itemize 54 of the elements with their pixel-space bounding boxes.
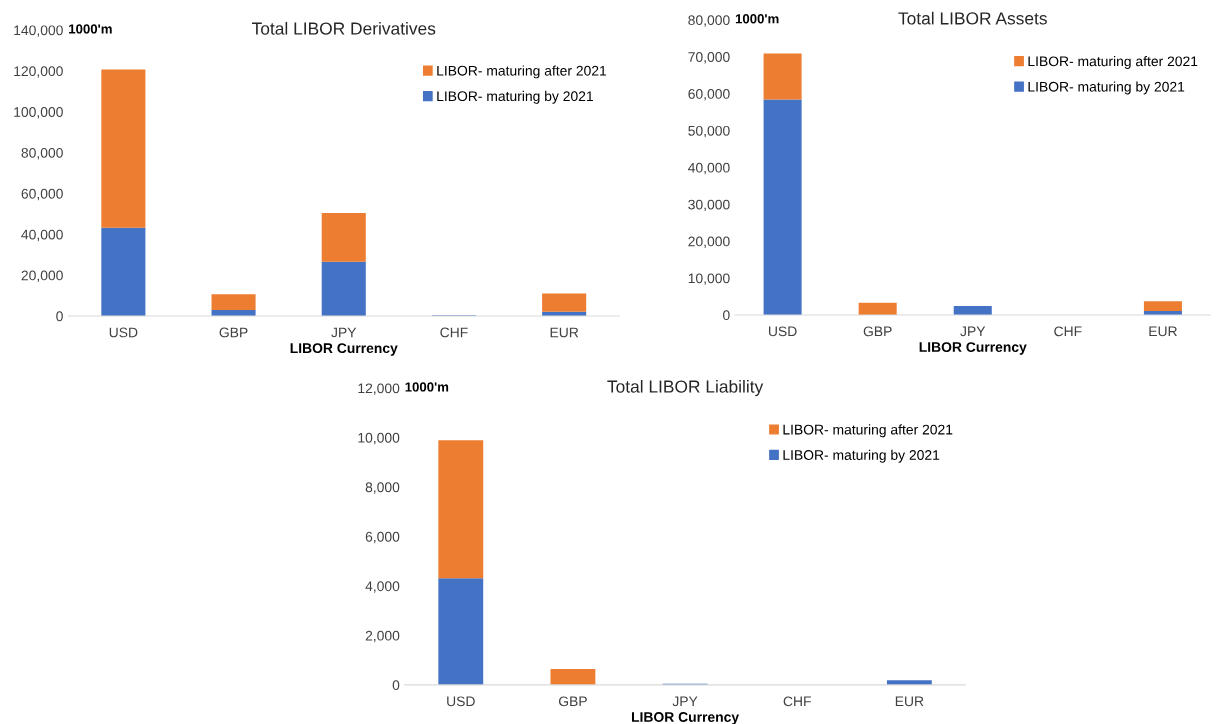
annotation: 1000'm: [735, 14, 779, 24]
y-tick-label: 20,000: [21, 270, 63, 282]
legend-label: LIBOR- maturing after 2021: [783, 424, 953, 438]
y-tick-label: 10,000: [688, 273, 730, 285]
chart-title: Total LIBOR Assets: [898, 11, 1047, 25]
legend-label: LIBOR- maturing by 2021: [783, 449, 940, 463]
y-tick-label: 0: [723, 310, 730, 321]
y-tick-label: 20,000: [688, 236, 730, 248]
y-tick-label: 10,000: [358, 432, 400, 445]
y-tick-label: 12,000: [358, 383, 400, 395]
legend-label: LIBOR- maturing by 2021: [1028, 81, 1185, 95]
x-tick-label: USD: [447, 696, 475, 707]
x-tick-label: GBP: [863, 326, 892, 337]
y-tick-label: 140,000: [14, 25, 63, 37]
x-tick-label: CHF: [440, 327, 468, 338]
x-tick-label: USD: [109, 327, 138, 338]
y-tick-label: 2,000: [365, 630, 400, 643]
x-tick-label: CHF: [783, 696, 811, 707]
y-tick-label: 80,000: [688, 15, 730, 27]
x-tick-label: JPY: [331, 327, 357, 338]
y-tick-label: 60,000: [21, 188, 63, 201]
legend-label: LIBOR- maturing after 2021: [1028, 56, 1198, 69]
legend-label: LIBOR- maturing by 2021: [437, 90, 593, 104]
y-tick-label: 70,000: [688, 52, 730, 64]
x-tick-label: USD: [769, 326, 797, 337]
y-tick-label: 40,000: [21, 229, 63, 242]
y-tick-label: 60,000: [688, 89, 730, 101]
y-tick-label: 80,000: [21, 147, 63, 160]
y-tick-label: 8,000: [365, 482, 400, 494]
x-tick-label: EUR: [895, 696, 924, 707]
x-axis-title: LIBOR Currency: [631, 712, 740, 724]
y-tick-label: 0: [56, 311, 63, 322]
x-tick-label: GBP: [219, 327, 248, 338]
x-axis-title: LIBOR Currency: [290, 343, 398, 356]
x-axis-title: LIBOR Currency: [919, 342, 1027, 355]
y-tick-label: 4,000: [365, 581, 400, 593]
x-tick-label: GBP: [558, 696, 587, 707]
annotation: 1000'm: [69, 24, 112, 34]
y-tick-label: 40,000: [688, 162, 730, 175]
x-tick-label: JPY: [960, 326, 986, 337]
x-tick-label: EUR: [550, 327, 579, 338]
legend-label: LIBOR- maturing after 2021: [437, 65, 607, 79]
y-tick-label: 100,000: [14, 107, 63, 119]
x-tick-label: CHF: [1054, 326, 1082, 337]
chart-title: Total LIBOR Derivatives: [252, 21, 436, 35]
y-tick-label: 120,000: [14, 66, 63, 78]
x-tick-label: EUR: [1149, 326, 1177, 337]
y-tick-label: 50,000: [688, 125, 730, 138]
annotation: 1000'm: [405, 382, 449, 392]
chart-title: Total LIBOR Liability: [607, 379, 764, 397]
y-tick-label: 6,000: [365, 531, 400, 544]
x-tick-label: JPY: [672, 696, 698, 707]
y-tick-label: 0: [392, 680, 400, 691]
y-tick-label: 30,000: [688, 199, 730, 212]
